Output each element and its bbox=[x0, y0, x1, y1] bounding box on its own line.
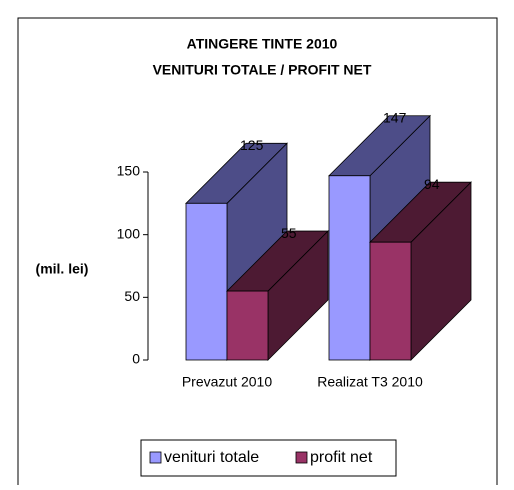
legend-box bbox=[140, 439, 397, 477]
x-tick-label: Realizat T3 2010 bbox=[317, 374, 423, 390]
legend-label: venituri totale bbox=[164, 449, 259, 466]
legend-label: profit net bbox=[310, 449, 373, 466]
bar-front bbox=[226, 290, 269, 361]
legend-swatch bbox=[295, 451, 308, 464]
bar-front bbox=[185, 202, 228, 361]
y-tick-label: 0 bbox=[132, 351, 140, 367]
bar-front bbox=[328, 175, 371, 361]
y-tick-label: 150 bbox=[117, 163, 141, 179]
y-axis-label: (mil. lei) bbox=[36, 261, 89, 277]
y-tick-label: 50 bbox=[124, 288, 140, 304]
data-label: 147 bbox=[383, 109, 407, 125]
data-label: 94 bbox=[424, 176, 440, 192]
y-tick-label: 100 bbox=[117, 225, 141, 241]
chart-title: ATINGERE TINTE 2010 bbox=[187, 36, 338, 52]
x-tick-label: Prevazut 2010 bbox=[182, 374, 272, 390]
legend-swatch bbox=[149, 451, 162, 464]
data-label: 125 bbox=[240, 137, 264, 153]
chart-subtitle: VENITURI TOTALE / PROFIT NET bbox=[153, 62, 372, 78]
bar-front bbox=[369, 241, 412, 361]
data-label: 55 bbox=[281, 225, 297, 241]
